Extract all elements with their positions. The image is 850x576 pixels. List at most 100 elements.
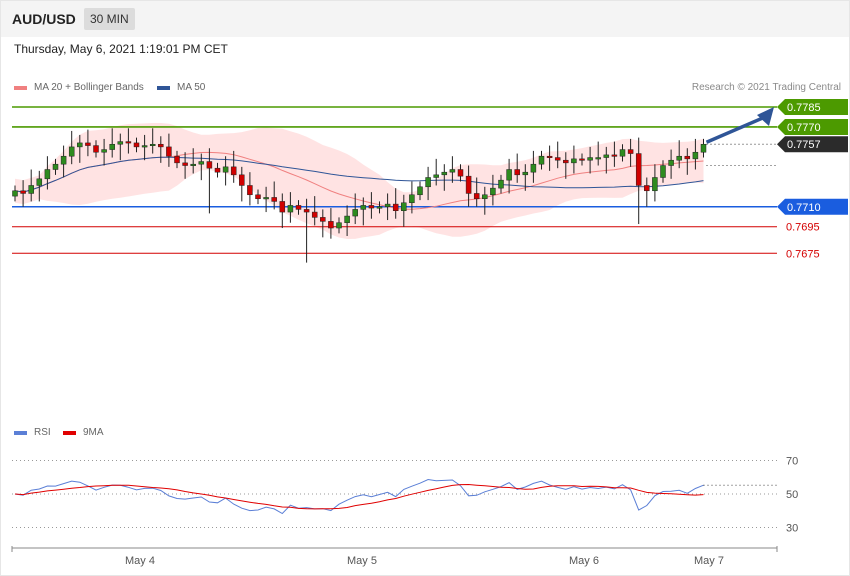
level-label-0.7710: 0.7710: [787, 202, 821, 214]
candle-body: [174, 155, 180, 164]
candle-body: [287, 205, 294, 213]
x-tick-label: May 6: [569, 555, 599, 567]
candle-body: [133, 142, 140, 148]
candle-body: [303, 209, 310, 213]
candle-body: [401, 202, 407, 211]
candle-body: [538, 155, 545, 165]
candle-body: [336, 222, 342, 229]
candle-body: [579, 158, 585, 161]
candle-body: [198, 161, 205, 165]
candle-body: [449, 169, 456, 173]
candle-body: [85, 142, 91, 146]
candle-body: [611, 154, 618, 157]
candle-body: [465, 175, 472, 194]
candle-body: [117, 141, 124, 145]
candle-body: [44, 169, 51, 180]
rsi-level-label: 70: [786, 456, 798, 468]
candle-body: [546, 155, 553, 158]
legend-ma20: MA 20 + Bollinger Bands: [14, 82, 144, 93]
candle-body: [360, 205, 367, 210]
candle-body: [384, 203, 391, 207]
candle-body: [587, 157, 593, 161]
candle-body: [368, 205, 375, 209]
current-price-tag: [777, 136, 848, 153]
candle-body: [490, 187, 496, 196]
legend-ma50: MA 50: [157, 82, 205, 93]
x-tick-label: May 7: [694, 555, 724, 567]
credit-text: Research © 2021 Trading Central: [691, 82, 841, 93]
candle-body: [498, 179, 504, 189]
rsi-9ma-line: [14, 483, 704, 510]
x-tick-label: May 5: [347, 555, 377, 567]
x-tick-label: May 4: [125, 555, 155, 567]
candle-body: [652, 177, 658, 192]
candle-body: [619, 149, 626, 157]
candle-body: [433, 174, 439, 178]
candle-body: [60, 155, 67, 165]
candle-body: [660, 165, 666, 178]
legend-9ma: 9MA: [63, 427, 104, 438]
scenario-arrow-head: [757, 107, 774, 126]
candle-body: [190, 163, 196, 166]
timeframe-button[interactable]: 30 MIN: [84, 8, 135, 30]
candle-body: [230, 166, 237, 176]
candle-body: [141, 145, 148, 148]
rsi-swatch: [14, 430, 27, 435]
candle-body: [635, 153, 642, 186]
candle-body: [255, 194, 261, 200]
rsi-legend-label: RSI: [34, 427, 51, 438]
candle-body: [417, 186, 423, 196]
candle-body: [344, 215, 350, 223]
rsi-level-label: 30: [786, 523, 798, 535]
ma50-legend-label: MA 50: [177, 82, 206, 93]
candle-body: [93, 145, 99, 153]
candle-body: [668, 159, 674, 166]
candle-body: [692, 151, 699, 160]
level-tag-0.7785: [777, 99, 848, 115]
candle-body: [482, 194, 488, 200]
candle-body: [676, 155, 682, 161]
level-tag-0.7710: [777, 198, 848, 215]
candle-body: [320, 217, 326, 222]
ma9-legend-label: 9MA: [83, 427, 104, 438]
ma20-legend-label: MA 20 + Bollinger Bands: [34, 82, 144, 93]
candle-body: [214, 167, 221, 173]
candle-body: [295, 205, 302, 210]
candle-body: [101, 149, 107, 153]
candle-body: [700, 143, 707, 153]
candle-body: [149, 143, 156, 146]
candle-body: [247, 185, 253, 196]
candle-body: [595, 157, 601, 160]
candle-body: [506, 169, 512, 181]
level-label-0.7675: 0.7675: [786, 248, 820, 260]
level-tag-0.7770: [777, 118, 848, 135]
candle-body: [158, 143, 164, 148]
bollinger-band-area: [15, 123, 704, 239]
candle-body: [36, 178, 43, 186]
candle-body: [109, 143, 115, 150]
candle-body: [409, 194, 415, 204]
candle-body: [530, 163, 537, 173]
candle-body: [77, 142, 83, 148]
candle-body: [182, 162, 188, 166]
candle-body: [263, 197, 269, 200]
candle-body: [311, 211, 318, 218]
rsi-line: [14, 478, 704, 515]
candle-body: [563, 159, 569, 164]
candle-body: [554, 157, 561, 161]
candle-body: [166, 146, 172, 157]
level-label-0.7695: 0.7695: [786, 222, 820, 234]
candle-body: [684, 155, 691, 160]
candle-body: [473, 193, 480, 200]
candle-body: [328, 221, 334, 229]
current-price-label: 0.7757: [787, 139, 821, 151]
candle-body: [392, 203, 399, 211]
candle-body: [68, 146, 75, 157]
candle-body: [279, 201, 286, 213]
candle-body: [376, 206, 383, 209]
ma50-swatch: [157, 85, 170, 90]
candle-body: [206, 161, 213, 169]
candle-body: [441, 171, 448, 176]
